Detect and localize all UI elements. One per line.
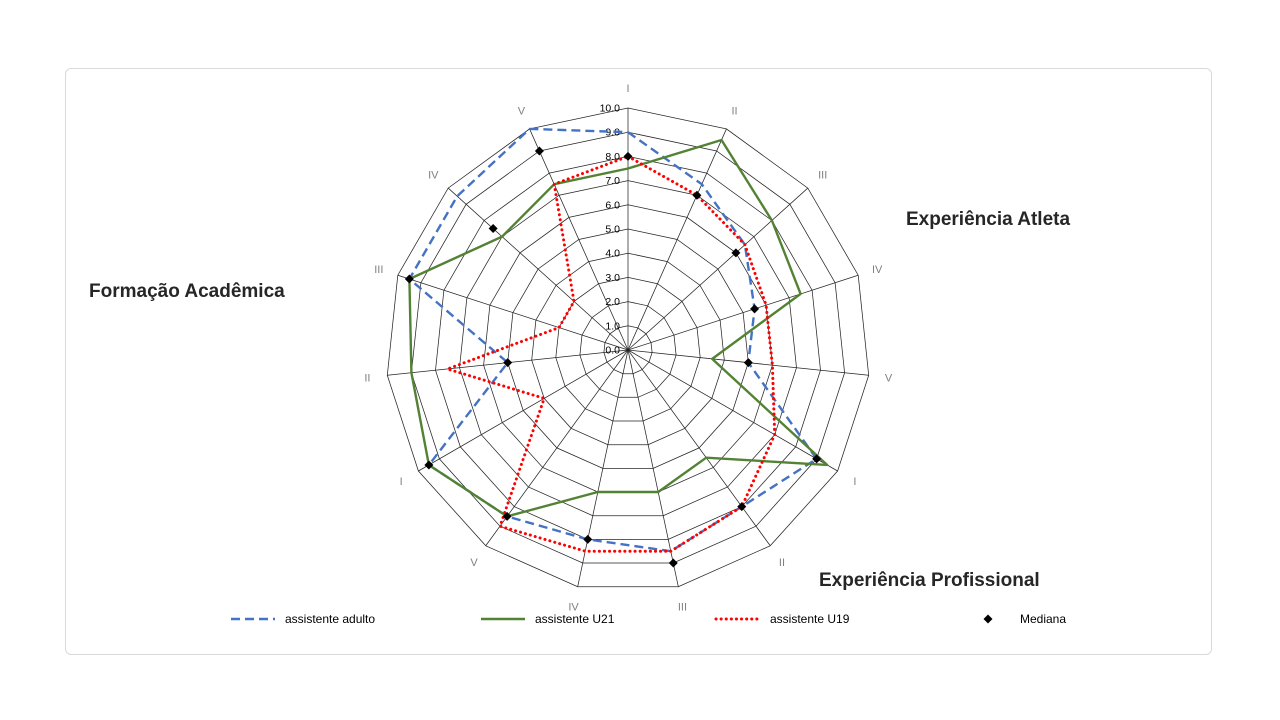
axis-label: V [470, 557, 478, 569]
axis-spoke [577, 349, 629, 587]
grid-ring [507, 228, 749, 469]
grid-ring [579, 301, 677, 398]
axis-spoke [627, 274, 859, 351]
axis-label: IV [568, 601, 579, 613]
category-label-forma-o-acad-mica: Formação Acadêmica [89, 281, 285, 302]
grid-ring [386, 107, 870, 588]
mediana-point [583, 534, 593, 544]
axis-spoke [627, 187, 809, 351]
mediana-point [812, 454, 822, 464]
axis-label: IV [872, 264, 883, 276]
radar-chart: 0.01.02.03.04.05.06.07.08.09.010.0IIIIII… [89, 83, 1070, 626]
mediana-point [404, 274, 414, 284]
legend-label: assistente U19 [770, 612, 850, 626]
axis-label: IV [428, 170, 439, 182]
axis-label: V [518, 106, 526, 118]
axis-label: III [374, 264, 383, 276]
legend-item-assistente-u21: assistente U21 [481, 612, 615, 626]
series-mediana [404, 146, 822, 568]
mediana-point [502, 511, 512, 521]
radial-tick-label: 8.0 [605, 151, 620, 163]
legend-label: assistente adulto [285, 612, 375, 626]
axis-spoke [447, 187, 629, 351]
axis-label: I [400, 476, 403, 488]
radial-tick-label: 9.0 [605, 127, 620, 139]
legend-item-mediana: Mediana [983, 612, 1066, 626]
radial-tick-label: 10.0 [600, 103, 621, 115]
grid-ring [603, 325, 653, 375]
radial-tick-label: 6.0 [605, 199, 620, 211]
radial-tick-label: 2.0 [605, 296, 620, 308]
mediana-point [623, 151, 633, 161]
legend-label: Mediana [1020, 612, 1066, 626]
legend-marker-diamond [983, 614, 993, 624]
axis-label: III [818, 170, 827, 182]
series-assistente-u21 [408, 138, 829, 518]
radial-tick-label: 4.0 [605, 248, 620, 260]
legend-item-assistente-adulto: assistente adulto [231, 612, 375, 626]
mediana-point [737, 502, 747, 512]
axis-spoke [627, 349, 771, 547]
mediana-point [692, 190, 702, 200]
axis-label: I [853, 476, 856, 488]
category-label-experi-ncia-profissional: Experiência Profissional [819, 570, 1040, 591]
grid-ring [411, 131, 845, 564]
series-assistente-u19 [446, 154, 777, 553]
axis-spoke [485, 349, 629, 547]
mediana-point [743, 358, 753, 368]
mediana-point [534, 146, 544, 156]
category-label-experi-ncia-atleta: Experiência Atleta [906, 209, 1070, 230]
axis-label: II [364, 372, 370, 384]
series-assistente-adulto [408, 127, 818, 553]
axis-spoke [397, 274, 629, 351]
mediana-point [750, 304, 760, 314]
radial-tick-label: 3.0 [605, 272, 620, 284]
radial-tick-label: 5.0 [605, 224, 620, 236]
grid-ring [435, 156, 821, 540]
mediana-point [488, 224, 498, 234]
radial-tick-label: 7.0 [605, 175, 620, 187]
axis-label: II [732, 106, 738, 118]
axis-spoke [627, 128, 727, 351]
axis-spoke [627, 349, 838, 472]
axis-spoke [418, 349, 629, 472]
grid-ring [531, 252, 725, 446]
axis-spoke [529, 128, 629, 351]
legend: assistente adulto assistente U21 assistent… [231, 612, 1066, 626]
mediana-point [424, 460, 434, 470]
legend-label: assistente U21 [535, 612, 615, 626]
axis-label: II [779, 557, 785, 569]
axis-label: V [885, 372, 893, 384]
radar-chart-card: 0.0 1.0 2.0 3.0 4.0 5.0 6.0 7.0 8.0 9.0 10.0 I II III… [65, 68, 1212, 655]
radial-tick-label: 0.0 [605, 345, 620, 357]
radial-tick-label: 1.0 [605, 320, 620, 332]
mediana-point [503, 358, 513, 368]
axis-spoke [627, 349, 679, 587]
axis-label: I [626, 83, 629, 95]
grid-ring [459, 180, 797, 517]
mediana-point [731, 248, 741, 258]
mediana-point [668, 558, 678, 568]
axis-label: III [678, 601, 687, 613]
legend-item-assistente-u19: assistente U19 [714, 612, 850, 626]
